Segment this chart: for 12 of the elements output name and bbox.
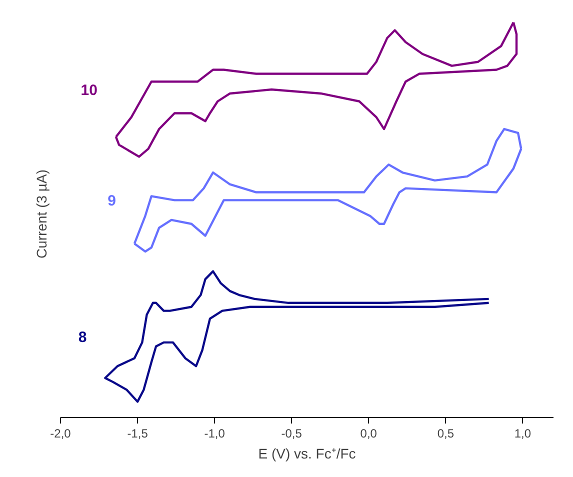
text: 9 (108, 192, 116, 210)
x-tick-label: 0,5 (437, 426, 454, 440)
x-tick-label: -2,0 (50, 426, 72, 440)
x-tick-label: -0,5 (281, 426, 302, 440)
x-tick-label: -1,0 (204, 426, 226, 440)
text: 8 (78, 328, 87, 346)
x-tick-label: 0,0 (360, 426, 378, 440)
text: 10 (80, 82, 98, 100)
x-tick-label: -1,5 (127, 426, 148, 440)
x-tick-label: 1,0 (514, 426, 532, 440)
x-axis-title: E (V) vs. Fc⁺/Fc (258, 446, 356, 462)
y-axis-title: Current (3 µA) (34, 170, 50, 258)
